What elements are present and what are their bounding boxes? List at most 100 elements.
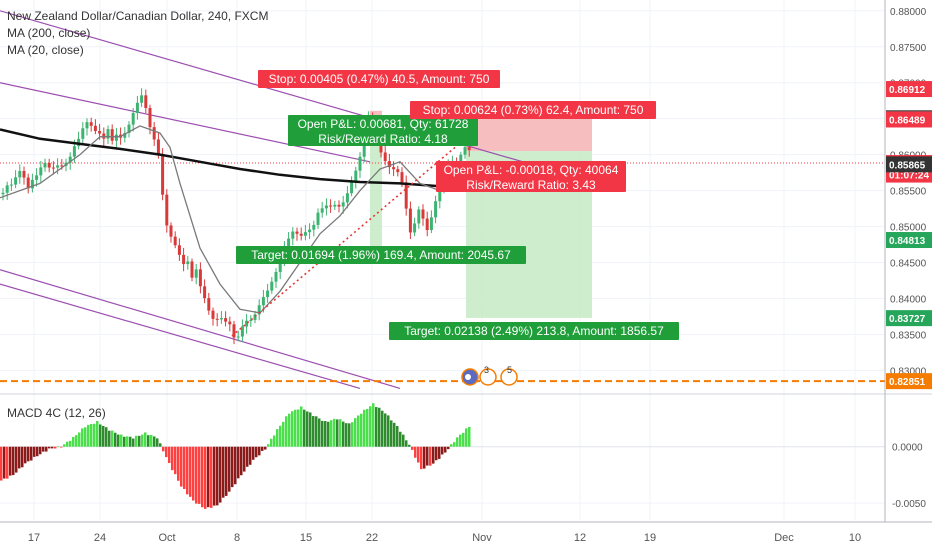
candle-body xyxy=(135,102,139,113)
channel-line xyxy=(0,269,401,389)
candle-body xyxy=(329,205,333,207)
pos2-pnl-label-text: Risk/Reward Ratio: 3.43 xyxy=(466,178,596,192)
legend-symbol[interactable]: New Zealand Dollar/Canadian Dollar, 240,… xyxy=(7,9,269,23)
macd-bar xyxy=(72,436,75,447)
macd-bar xyxy=(126,436,129,447)
macd-bar xyxy=(423,446,426,469)
candle-body xyxy=(354,170,358,183)
price-tag: 0.86489 xyxy=(889,115,926,126)
macd-bar xyxy=(174,446,177,475)
candle-body xyxy=(106,129,110,139)
macd-bar xyxy=(54,446,57,449)
macd-bar xyxy=(348,423,351,447)
macd-bar xyxy=(60,446,63,448)
candle-body xyxy=(413,223,417,233)
trend-line xyxy=(231,146,456,337)
macd-bar xyxy=(18,446,21,469)
candle-body xyxy=(30,179,34,189)
ma200-line xyxy=(0,128,471,188)
candle-body xyxy=(308,229,312,233)
macd-bar xyxy=(111,430,114,447)
macd-bar xyxy=(288,413,291,447)
price-tick-label: 0.84500 xyxy=(890,259,927,270)
macd-bar xyxy=(303,409,306,447)
channel-line xyxy=(0,82,371,163)
pos1-stop-label: Stop: 0.00405 (0.47%) 40.5, Amount: 750 xyxy=(258,70,500,88)
macd-bar xyxy=(189,446,192,497)
macd-bar xyxy=(69,440,72,447)
candle-body xyxy=(224,318,228,322)
macd-bar xyxy=(12,446,15,476)
macd-bar xyxy=(438,446,441,459)
macd-bar xyxy=(99,424,102,447)
pos2-pnl-label-text: Open P&L: -0.00018, Qty: 40064 xyxy=(444,163,619,177)
candle-body xyxy=(303,232,307,236)
macd-bar xyxy=(0,446,3,481)
price-tag: 0.84813 xyxy=(889,236,926,247)
legend-ma200[interactable]: MA (200, close) xyxy=(7,26,91,40)
price-tag: 01:07:24 xyxy=(889,171,929,182)
macd-bar xyxy=(270,438,273,447)
candle-body xyxy=(228,321,232,325)
macd-bar xyxy=(453,442,456,447)
macd-bar xyxy=(192,446,195,501)
candle-body xyxy=(438,187,442,202)
legend-macd[interactable]: MACD 4C (12, 26) xyxy=(7,406,106,420)
candle-body xyxy=(291,231,295,239)
time-tick-label: 8 xyxy=(234,532,240,544)
pos1-target-label-text: Target: 0.01694 (1.96%) 169.4, Amount: 2… xyxy=(251,248,511,262)
macd-bar xyxy=(246,446,249,467)
price-tag-bg xyxy=(886,111,932,128)
macd-bar xyxy=(429,446,432,466)
time-axis: 17 24 Oct 8 15 22 Nov 12 19 Dec 10 xyxy=(28,532,861,544)
macd-bar xyxy=(216,446,219,506)
macd-bar xyxy=(117,434,120,447)
candle-body xyxy=(320,208,324,213)
candle-body xyxy=(198,269,202,287)
candle-body xyxy=(417,209,421,224)
candle-body xyxy=(39,167,43,176)
legend-ma20[interactable]: MA (20, close) xyxy=(7,43,84,57)
macd-bar xyxy=(180,446,183,487)
macd-bar xyxy=(39,446,42,455)
candle-body xyxy=(152,127,156,140)
macd-bar xyxy=(363,409,366,447)
macd-bar xyxy=(435,446,438,461)
macd-bar xyxy=(339,419,342,447)
candle-body xyxy=(203,286,207,299)
macd-bar xyxy=(417,446,420,463)
candle-body xyxy=(274,271,278,282)
pos1-pnl-label: Open P&L: 0.00681, Qty: 61728Risk/Reward… xyxy=(288,115,478,146)
candle-body xyxy=(169,225,173,237)
macd-bar xyxy=(207,446,210,508)
candle-body xyxy=(312,224,316,230)
candle-body xyxy=(85,122,89,129)
channel-line xyxy=(0,283,361,389)
candle-body xyxy=(232,324,236,338)
macd-bar xyxy=(447,446,450,450)
pos2-stop-label-bg xyxy=(410,101,656,119)
candle-body xyxy=(425,218,429,231)
macd-bar xyxy=(408,444,411,447)
candle-body xyxy=(383,152,387,162)
macd-bar xyxy=(360,413,363,447)
macd-bar xyxy=(411,446,414,450)
candle-body xyxy=(144,95,148,108)
candle-body xyxy=(350,182,354,194)
macd-bar xyxy=(402,434,405,447)
pos1-target-label: Target: 0.01694 (1.96%) 169.4, Amount: 2… xyxy=(236,246,526,264)
macd-bar xyxy=(333,418,336,447)
pos1-pnl-label-bg xyxy=(288,115,478,146)
macd-bar xyxy=(210,446,213,508)
candle-body xyxy=(337,204,341,207)
macd-bar xyxy=(462,432,465,447)
candle-body xyxy=(156,139,160,156)
macd-bar xyxy=(405,440,408,447)
pos1-stop-label-bg xyxy=(258,70,500,88)
time-tick-label: 10 xyxy=(849,532,861,544)
macd-bar xyxy=(468,426,471,447)
price-tick-label: 0.85500 xyxy=(890,187,927,198)
candle-body xyxy=(51,167,55,169)
macd-bar xyxy=(162,446,165,452)
